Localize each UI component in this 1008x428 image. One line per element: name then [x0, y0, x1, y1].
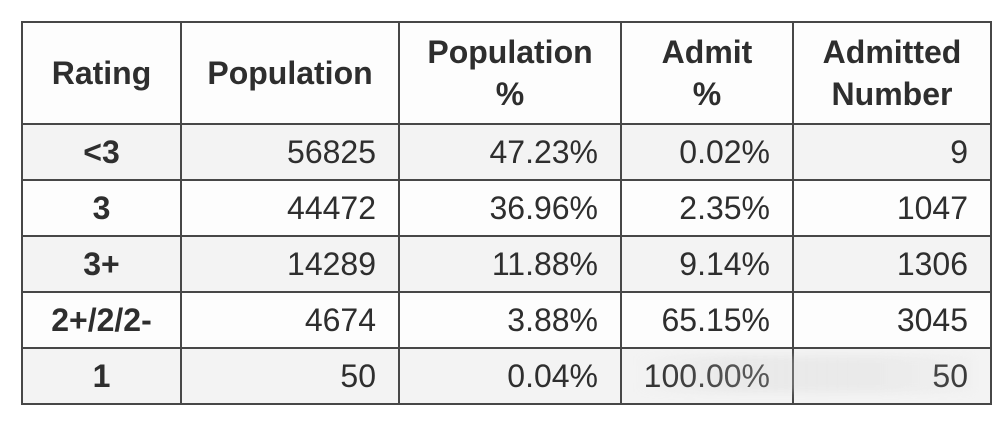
cell-population: 14289: [180, 235, 400, 293]
header-cell-population-pct: Population %: [398, 21, 622, 125]
cell-admitted-number: 50: [792, 347, 992, 405]
header-label: Rating: [51, 55, 152, 91]
header-label: Number: [831, 76, 953, 112]
cell-admit-pct: 65.15%: [620, 291, 794, 349]
cell-admitted-number: 9: [792, 123, 992, 181]
header-cell-population: Population: [180, 21, 400, 125]
cell-population: 4674: [180, 291, 400, 349]
cell-population-pct: 3.88%: [398, 291, 622, 349]
cell-population-pct: 36.96%: [398, 179, 622, 237]
table-row: 1 50 0.04% 100.00% 50: [21, 347, 992, 405]
cell-population: 50: [180, 347, 400, 405]
header-label: Population: [207, 55, 373, 91]
header-label: Admit: [661, 34, 753, 70]
cell-admit-pct: 100.00%: [620, 347, 794, 405]
cell-rating: 3+: [21, 235, 182, 293]
header-cell-admitted-number: Admitted Number: [792, 21, 992, 125]
cell-rating: 2+/2/2-: [21, 291, 182, 349]
admissions-table: Rating Population Population % Admit % A…: [21, 21, 992, 405]
header-label: Admitted: [822, 34, 962, 70]
cell-population-pct: 11.88%: [398, 235, 622, 293]
cell-admitted-number: 3045: [792, 291, 992, 349]
cell-admitted-number: 1047: [792, 179, 992, 237]
cell-admit-pct: 2.35%: [620, 179, 794, 237]
cell-population-pct: 0.04%: [398, 347, 622, 405]
header-cell-rating: Rating: [21, 21, 182, 125]
header-label: %: [692, 76, 722, 112]
table-row: <3 56825 47.23% 0.02% 9: [21, 123, 992, 181]
cell-admit-pct: 9.14%: [620, 235, 794, 293]
cell-rating: 1: [21, 347, 182, 405]
cell-population: 56825: [180, 123, 400, 181]
table-row: 3 44472 36.96% 2.35% 1047: [21, 179, 992, 237]
cell-rating: 3: [21, 179, 182, 237]
table-row: 3+ 14289 11.88% 9.14% 1306: [21, 235, 992, 293]
cell-admit-pct: 0.02%: [620, 123, 794, 181]
table-row: 2+/2/2- 4674 3.88% 65.15% 3045: [21, 291, 992, 349]
cell-population-pct: 47.23%: [398, 123, 622, 181]
cell-population: 44472: [180, 179, 400, 237]
header-label: %: [495, 76, 525, 112]
header-cell-admit-pct: Admit %: [620, 21, 794, 125]
cell-admitted-number: 1306: [792, 235, 992, 293]
header-row: Rating Population Population % Admit % A…: [21, 21, 992, 125]
cell-rating: <3: [21, 123, 182, 181]
header-label: Population: [427, 34, 593, 70]
